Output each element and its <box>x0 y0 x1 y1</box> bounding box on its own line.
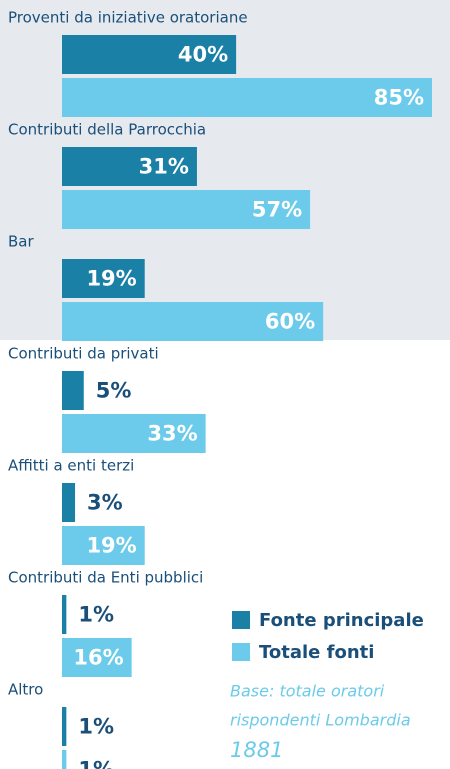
category-label: Bar <box>8 233 34 251</box>
bar <box>62 750 67 769</box>
note: 1881 <box>230 738 283 762</box>
value-label: 31% <box>139 155 189 179</box>
note: rispondenti Lombardia <box>230 711 411 730</box>
category-label: Contributi della Parrocchia <box>8 121 206 139</box>
value-label: 33% <box>147 422 197 446</box>
bar <box>62 371 84 410</box>
value-label: 1% <box>78 758 114 769</box>
legend-label: Fonte principale <box>259 610 424 631</box>
bar <box>62 302 324 341</box>
value-label: 1% <box>78 603 114 627</box>
bar <box>62 483 76 522</box>
bar <box>62 414 206 453</box>
value-label: 85% <box>374 86 424 110</box>
bar <box>62 526 145 565</box>
value-label: 1% <box>78 715 114 739</box>
value-label: 19% <box>86 534 136 558</box>
legend-swatch <box>232 643 250 661</box>
value-label: 60% <box>265 310 315 334</box>
value-label: 16% <box>73 646 123 670</box>
bar <box>62 190 311 229</box>
category-label: Proventi da iniziative oratoriane <box>8 9 248 27</box>
bar <box>62 707 67 746</box>
value-label: 40% <box>178 43 228 67</box>
category-label: Altro <box>8 681 43 699</box>
value-label: 19% <box>86 267 136 291</box>
category-label: Affitti a enti terzi <box>8 457 134 475</box>
bar <box>62 595 67 634</box>
bar <box>62 259 145 298</box>
bar <box>62 35 237 74</box>
bar <box>62 638 132 677</box>
legend-swatch <box>232 611 250 629</box>
bar <box>62 147 197 186</box>
legend-label: Totale fonti <box>259 642 374 663</box>
category-label: Contributi da Enti pubblici <box>8 569 203 587</box>
note: Base: totale oratori <box>230 682 385 701</box>
category-label: Contributi da privati <box>8 345 159 363</box>
value-label: 3% <box>87 491 123 515</box>
value-label: 5% <box>96 379 132 403</box>
value-label: 57% <box>252 198 302 222</box>
bar <box>62 78 432 117</box>
